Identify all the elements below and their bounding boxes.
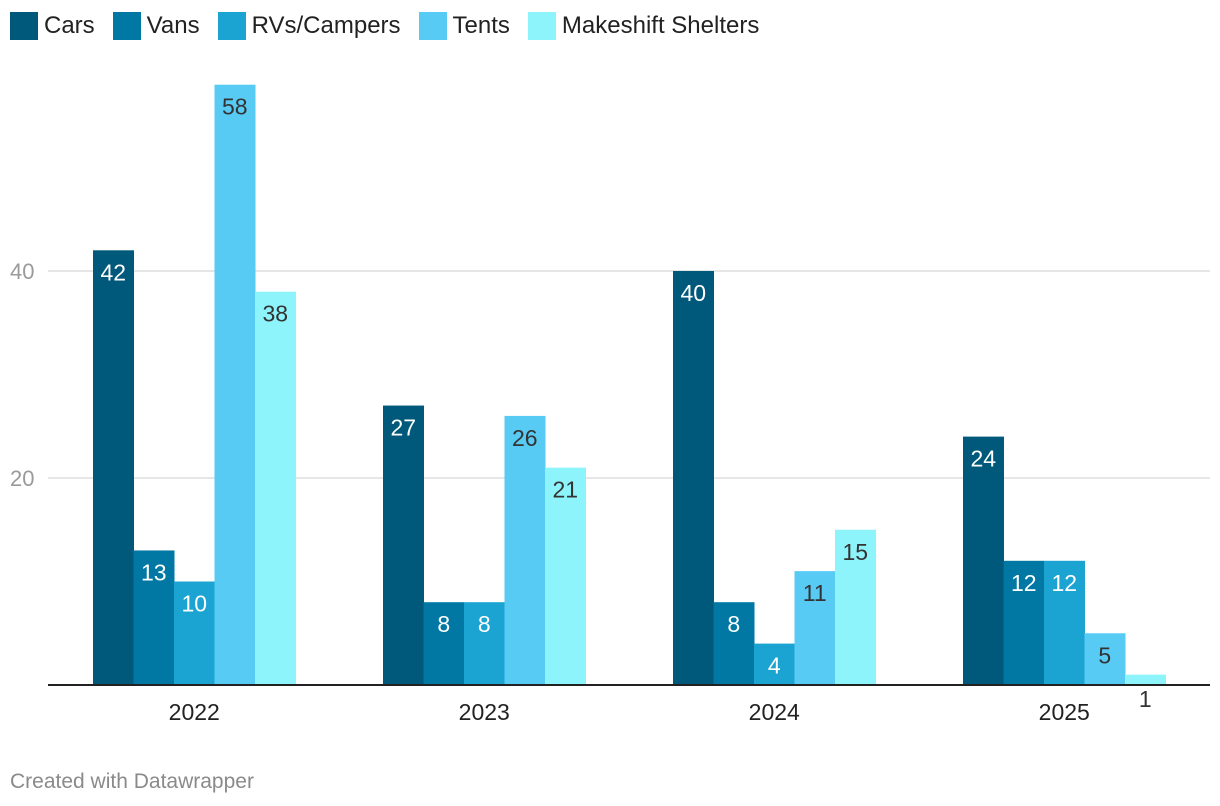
legend-swatch xyxy=(112,12,141,40)
bar xyxy=(214,84,256,685)
data-label: 15 xyxy=(842,539,868,565)
legend-label: Tents xyxy=(452,12,510,39)
data-label: 21 xyxy=(552,477,578,503)
data-label: 58 xyxy=(222,94,248,120)
x-tick-label: 2024 xyxy=(749,699,800,725)
data-label: 40 xyxy=(680,280,706,306)
data-label: 8 xyxy=(727,611,740,637)
bar xyxy=(1084,633,1126,685)
bar xyxy=(133,550,175,685)
data-label: 24 xyxy=(970,446,996,472)
data-label: 42 xyxy=(100,259,126,285)
legend-label: Cars xyxy=(44,12,95,39)
data-label: 13 xyxy=(141,559,167,585)
data-label: 27 xyxy=(390,415,416,441)
bar xyxy=(464,602,505,685)
x-tick-label: 2025 xyxy=(1039,699,1090,725)
data-label: 10 xyxy=(181,591,207,617)
bar xyxy=(1125,674,1166,685)
bar xyxy=(383,405,424,685)
bar xyxy=(673,271,714,685)
bar xyxy=(1044,560,1085,685)
data-label: 4 xyxy=(768,653,781,679)
y-tick-label: 20 xyxy=(10,466,34,491)
legend-swatch xyxy=(217,12,246,40)
data-label: 12 xyxy=(1051,570,1077,596)
legend-label: RVs/Campers xyxy=(251,12,401,39)
bar xyxy=(754,643,795,685)
bar xyxy=(174,581,215,685)
footer-credit: Created with Datawrapper xyxy=(10,770,254,793)
legend-swatch xyxy=(10,12,38,40)
bar xyxy=(504,415,546,685)
bar xyxy=(93,250,134,686)
bar xyxy=(794,571,836,685)
data-label: 12 xyxy=(1011,570,1037,596)
data-label: 11 xyxy=(803,580,827,606)
bar xyxy=(835,529,876,685)
bar xyxy=(255,291,296,685)
bar xyxy=(713,602,755,685)
bar xyxy=(545,467,586,685)
data-label: 8 xyxy=(478,611,491,637)
legend-item: Vans xyxy=(112,12,200,40)
data-label: 5 xyxy=(1098,642,1111,668)
bar xyxy=(423,602,465,685)
legend-swatch xyxy=(527,12,556,40)
data-label: 1 xyxy=(1139,686,1152,712)
x-tick-label: 2023 xyxy=(459,699,510,725)
legend-item: Cars xyxy=(10,12,95,40)
x-tick-label: 2022 xyxy=(169,699,220,725)
legend-swatch xyxy=(418,12,447,40)
legend-label: Makeshift Shelters xyxy=(561,12,760,39)
bar xyxy=(1003,560,1045,685)
legend-label: Vans xyxy=(146,12,200,39)
legend-item: Tents xyxy=(418,12,510,40)
bar xyxy=(963,436,1004,685)
y-tick-label: 40 xyxy=(10,259,34,284)
data-label: 8 xyxy=(437,611,450,637)
legend-item: Makeshift Shelters xyxy=(527,12,760,40)
data-label: 38 xyxy=(262,301,288,327)
data-label: 26 xyxy=(512,425,538,451)
legend: Cars Vans RVs/Campers Tents Makeshift Shelte… xyxy=(10,12,777,40)
legend-item: RVs/Campers xyxy=(217,12,401,40)
